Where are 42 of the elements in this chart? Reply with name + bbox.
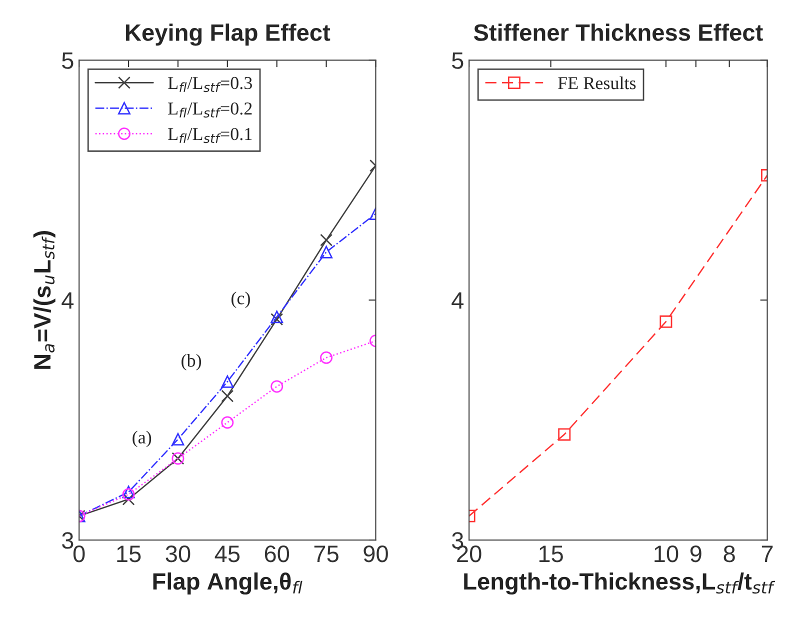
x-tick-label: 0	[73, 546, 85, 562]
x-tick-label: 15	[539, 546, 563, 562]
point	[221, 375, 234, 388]
point	[122, 492, 135, 506]
x-tick-label: 7	[762, 546, 773, 562]
x-axis-title: Flap Angle,θ$_{fl}$	[153, 572, 302, 595]
chart-title: Stiffener Thickness Effect	[474, 24, 763, 41]
legend-label: L$_{fl}$/L$_{stf}$=0.1	[168, 128, 252, 144]
y-tick-label: 5	[62, 52, 74, 69]
x-tick-label: 45	[214, 546, 240, 562]
legend-label: FE Results	[558, 76, 636, 90]
y-tick-label: 3	[62, 532, 74, 549]
y-axis-title: N$_{a}$=V/(s$_{u}$L$_{stf}$)	[33, 231, 56, 369]
point	[172, 432, 184, 446]
x-tick-label: 60	[264, 546, 290, 562]
x-axis-title: Length-to-Thickness,L$_{stf}$/t$_{stf}$	[464, 572, 776, 595]
y-tick-label: 4	[452, 292, 464, 309]
point	[270, 313, 284, 326]
x-tick-label: 90	[364, 546, 388, 562]
point	[221, 390, 234, 402]
annotation: (c)	[232, 292, 250, 308]
x-tick-label: 9	[690, 546, 702, 562]
point	[320, 234, 333, 246]
x-tick-label: 15	[117, 546, 141, 562]
y-tick-label: 5	[452, 52, 464, 69]
x-tick-label: 10	[654, 546, 678, 562]
annotation: (b)	[182, 354, 202, 370]
point	[122, 488, 135, 501]
annotation: (a)	[132, 430, 152, 448]
chart-title: Keying Flap Effect	[126, 24, 330, 46]
legend-label: L$_{fl}$/L$_{stf}$=0.2	[168, 102, 252, 118]
point	[122, 486, 135, 498]
legend-label: L$_{fl}$/L$_{stf}$=0.3	[168, 76, 252, 92]
point	[221, 416, 234, 429]
point	[320, 351, 333, 364]
point	[270, 310, 284, 324]
x-tick-label: 75	[314, 546, 338, 562]
point	[270, 380, 284, 393]
x-tick-label: 8	[724, 546, 735, 562]
x-tick-label: 30	[166, 546, 190, 562]
y-tick-label: 4	[62, 292, 74, 309]
point	[320, 246, 333, 258]
